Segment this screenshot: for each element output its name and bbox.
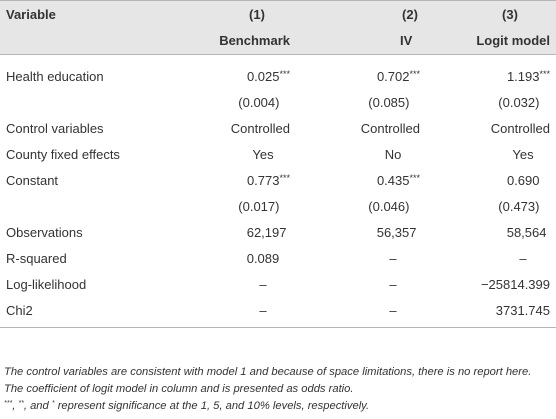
header-col-1-name: Benchmark [166, 27, 296, 55]
significance-stars: *** [409, 172, 420, 183]
significance-stars: *** [279, 68, 290, 79]
cell-value: (0.017)*** [238, 198, 280, 214]
row-label: Control variables [6, 120, 104, 136]
regression-table: Variable (1) (2) (3) Benchmark IV Logit … [0, 0, 556, 328]
row-label: Log-likelihood [6, 276, 87, 292]
table-footnote: The control variables are consistent wit… [4, 364, 552, 415]
significance-stars: *** [409, 68, 420, 79]
cell-value: (0.046)*** [368, 198, 410, 214]
table-row-log-likelihood: Log-likelihood – – −25814.399 [0, 271, 556, 297]
cell-value: 0.690*** [506, 172, 540, 188]
row-label-blank [0, 193, 166, 219]
cell-value: 62,197* [246, 224, 287, 240]
header-variable: Variable [0, 0, 166, 27]
cell-value: (0.473)*** [498, 198, 540, 214]
cell-value: – [166, 297, 296, 328]
header-blank [0, 27, 166, 55]
significance-stars: *** [279, 172, 290, 183]
cell-value: 0.089 [246, 250, 280, 266]
row-label: Health education [6, 68, 104, 84]
header-col-2-number: (2) [296, 0, 426, 27]
table-row-observations: Observations 62,197* 56,357* 58,564* [0, 219, 556, 245]
table-row-constant-se: (0.017)*** (0.046)*** (0.473)*** [0, 193, 556, 219]
cell-value: 3731.745 [426, 297, 556, 328]
cell-value: (0.032)*** [498, 94, 540, 110]
row-label: County fixed effects [6, 146, 120, 162]
table-row-health-education-se: (0.004)*** (0.085)*** (0.032)*** [0, 89, 556, 115]
table-row-constant: Constant 0.773*** 0.435*** 0.690*** [0, 167, 556, 193]
table-row-control-variables: Control variables Controlled Controlled … [0, 115, 556, 141]
table-row-county-fixed-effects: County fixed effects Yes No Yes [0, 141, 556, 167]
footnote-sig-one: * [51, 400, 55, 407]
footnote-sig-two: ** [18, 400, 24, 407]
cell-value: 0.435*** [376, 172, 420, 188]
cell-value: – [389, 250, 397, 266]
cell-value: 58,564* [506, 224, 547, 240]
significance-stars: *** [539, 68, 550, 79]
cell-value: Controlled [230, 120, 290, 136]
row-label: Chi2 [0, 297, 166, 328]
header-row-names: Benchmark IV Logit model [0, 27, 556, 55]
row-label: Constant [6, 172, 59, 188]
cell-value: – [259, 276, 267, 292]
cell-value: 0.025*** [246, 68, 290, 84]
row-label: R-squared [6, 250, 67, 266]
row-label-blank [0, 89, 166, 115]
cell-value: (0.085)*** [368, 94, 410, 110]
footnote-sig-three: *** [4, 400, 13, 407]
header-col-2-name: IV [296, 27, 426, 55]
table-body: Health education 0.025*** 0.702*** 1.193… [0, 55, 556, 328]
footnote-line-2: ***, **, and * represent significance at… [4, 400, 370, 412]
cell-value: 56,357* [376, 224, 417, 240]
cell-value: – [519, 250, 527, 266]
cell-value: No [384, 146, 402, 162]
footnote-line-1: The control variables are consistent wit… [4, 366, 532, 395]
header-col-3-number: (3) [426, 0, 556, 27]
cell-value: Yes [512, 146, 534, 162]
cell-value: 0.773*** [246, 172, 290, 188]
table-row-r-squared: R-squared 0.089 – – [0, 245, 556, 271]
cell-value: −25814.399 [480, 276, 550, 292]
cell-value: 1.193*** [506, 68, 550, 84]
cell-value: – [389, 276, 397, 292]
header-row-numbers: Variable (1) (2) (3) [0, 0, 556, 27]
row-label: Observations [6, 224, 83, 240]
header-col-3-name: Logit model [426, 27, 556, 55]
table-header: Variable (1) (2) (3) Benchmark IV Logit … [0, 0, 556, 55]
cell-value: – [296, 297, 426, 328]
table-row-chi2: Chi2 – – 3731.745 [0, 297, 556, 328]
cell-value: Yes [252, 146, 274, 162]
cell-value: Controlled [490, 120, 550, 136]
table-row-health-education: Health education 0.025*** 0.702*** 1.193… [0, 55, 556, 90]
cell-value: 0.702*** [376, 68, 420, 84]
header-col-1-number: (1) [166, 0, 296, 27]
cell-value: Controlled [360, 120, 420, 136]
cell-value: (0.004)*** [238, 94, 280, 110]
